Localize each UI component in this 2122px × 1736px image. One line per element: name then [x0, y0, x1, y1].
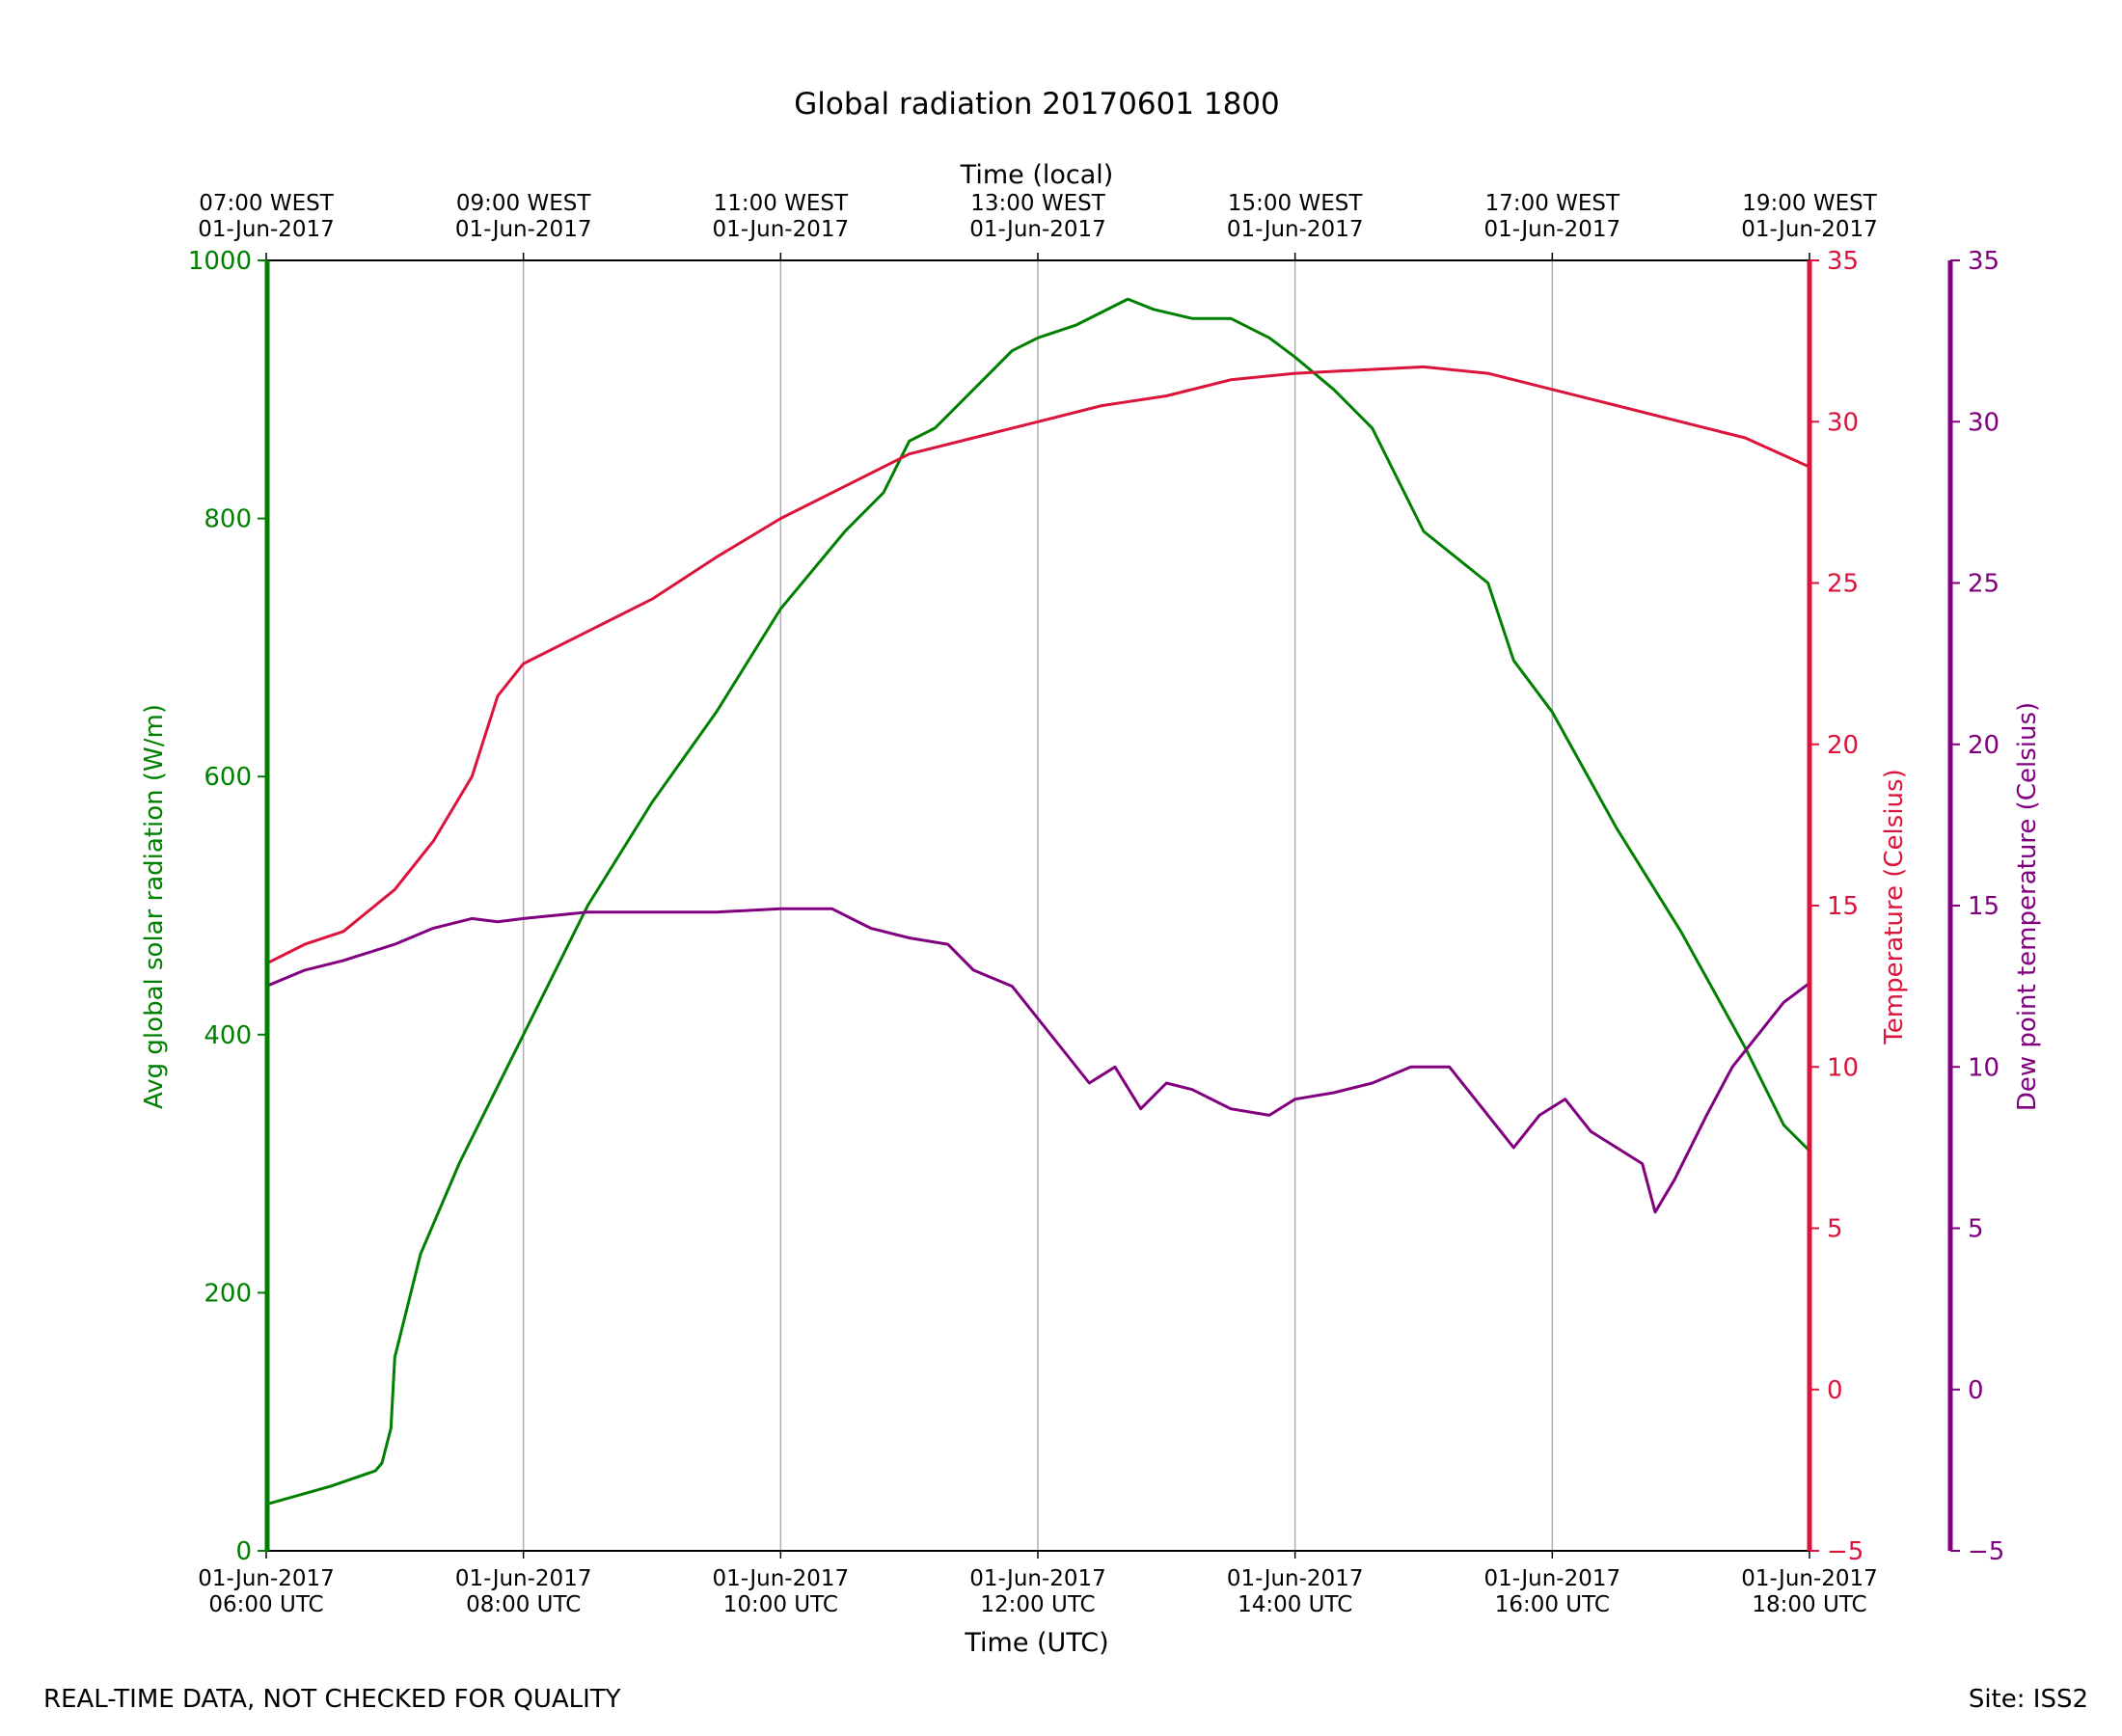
footer-site: Site: ISS2 [1969, 1685, 2088, 1714]
dewpoint-axis-title: Dew point temperature (Celsius) [2013, 702, 2042, 1111]
top-tick-label-time: 09:00 WEST [456, 191, 591, 216]
x-tick-label-time: 18:00 UTC [1752, 1592, 1866, 1617]
temperature-tick-label: 5 [1827, 1215, 1843, 1244]
top-tick-label-date: 01-Jun-2017 [1227, 217, 1364, 242]
top-tick-label-date: 01-Jun-2017 [1484, 217, 1621, 242]
series-line-temperature [264, 365, 1811, 965]
radiation-tick-label: 800 [204, 505, 252, 534]
top-tick-label-date: 01-Jun-2017 [455, 217, 592, 242]
series-layer [264, 297, 1811, 1506]
temperature-tick-label: 30 [1827, 408, 1859, 437]
top-tick-label-date: 01-Jun-2017 [198, 217, 335, 242]
dewpoint-tick-label: 20 [1968, 731, 2000, 760]
x-gridlines [522, 260, 1554, 1551]
temperature-tick-label: −5 [1827, 1537, 1864, 1566]
x-tick-label-date: 01-Jun-2017 [1741, 1566, 1878, 1591]
x-tick-label-time: 16:00 UTC [1495, 1592, 1610, 1617]
footer-quality-note: REAL-TIME DATA, NOT CHECKED FOR QUALITY [43, 1685, 621, 1714]
temperature-tick-label: 20 [1827, 731, 1859, 760]
dewpoint-tick-label: 15 [1968, 892, 2000, 921]
x-tick-label-date: 01-Jun-2017 [1227, 1566, 1364, 1591]
top-tick-label-date: 01-Jun-2017 [969, 217, 1106, 242]
dewpoint-tick-label: −5 [1968, 1537, 2004, 1566]
x-tick-label-date: 01-Jun-2017 [198, 1566, 335, 1591]
temperature-tick-label: 0 [1827, 1376, 1843, 1405]
temperature-tick-label: 10 [1827, 1053, 1859, 1082]
temperature-tick-label: 25 [1827, 570, 1859, 599]
x-tick-label-date: 01-Jun-2017 [969, 1566, 1106, 1591]
dewpoint-tick-label: 35 [1968, 247, 2000, 276]
dewpoint-tick-label: 25 [1968, 570, 2000, 599]
x-tick-label-date: 01-Jun-2017 [1484, 1566, 1621, 1591]
temperature-tick-label: 35 [1827, 247, 1859, 276]
temperature-axis-title: Temperature (Celsius) [1880, 769, 1909, 1044]
x-tick-label-time: 08:00 UTC [466, 1592, 581, 1617]
x-tick-label-time: 06:00 UTC [208, 1592, 323, 1617]
x-axis-title: Time (UTC) [964, 1628, 1108, 1658]
top-tick-label-time: 15:00 WEST [1228, 191, 1363, 216]
radiation-tick-label: 600 [204, 763, 252, 792]
top-tick-label-time: 13:00 WEST [970, 191, 1105, 216]
top-tick-label-date: 01-Jun-2017 [1741, 217, 1878, 242]
temperature-tick-label: 15 [1827, 892, 1859, 921]
x-tick-label-time: 12:00 UTC [980, 1592, 1095, 1617]
dewpoint-tick-label: 0 [1968, 1376, 1984, 1405]
top-axis-title: Time (local) [960, 160, 1114, 190]
radiation-tick-label: 400 [204, 1021, 252, 1050]
chart-title: Global radiation 20170601 1800 [794, 87, 1280, 122]
radiation-axis-title: Avg global solar radiation (W/m) [140, 704, 169, 1109]
dewpoint-tick-label: 10 [1968, 1053, 2000, 1082]
top-tick-label-time: 11:00 WEST [714, 191, 849, 216]
series-line-dewpoint [264, 907, 1811, 1214]
x-tick-label-time: 14:00 UTC [1238, 1592, 1352, 1617]
x-tick-label-time: 10:00 UTC [723, 1592, 838, 1617]
dewpoint-tick-label: 5 [1968, 1215, 1984, 1244]
top-tick-label-time: 19:00 WEST [1742, 191, 1877, 216]
radiation-tick-label: 0 [235, 1537, 252, 1566]
top-tick-label-time: 07:00 WEST [199, 191, 334, 216]
dewpoint-tick-label: 30 [1968, 408, 2000, 437]
radiation-tick-label: 1000 [188, 247, 252, 276]
top-tick-label-date: 01-Jun-2017 [713, 217, 850, 242]
series-line-radiation [264, 297, 1811, 1506]
radiation-tick-label: 200 [204, 1279, 252, 1308]
x-tick-label-date: 01-Jun-2017 [455, 1566, 592, 1591]
top-tick-label-time: 17:00 WEST [1485, 191, 1620, 216]
x-tick-label-date: 01-Jun-2017 [713, 1566, 850, 1591]
